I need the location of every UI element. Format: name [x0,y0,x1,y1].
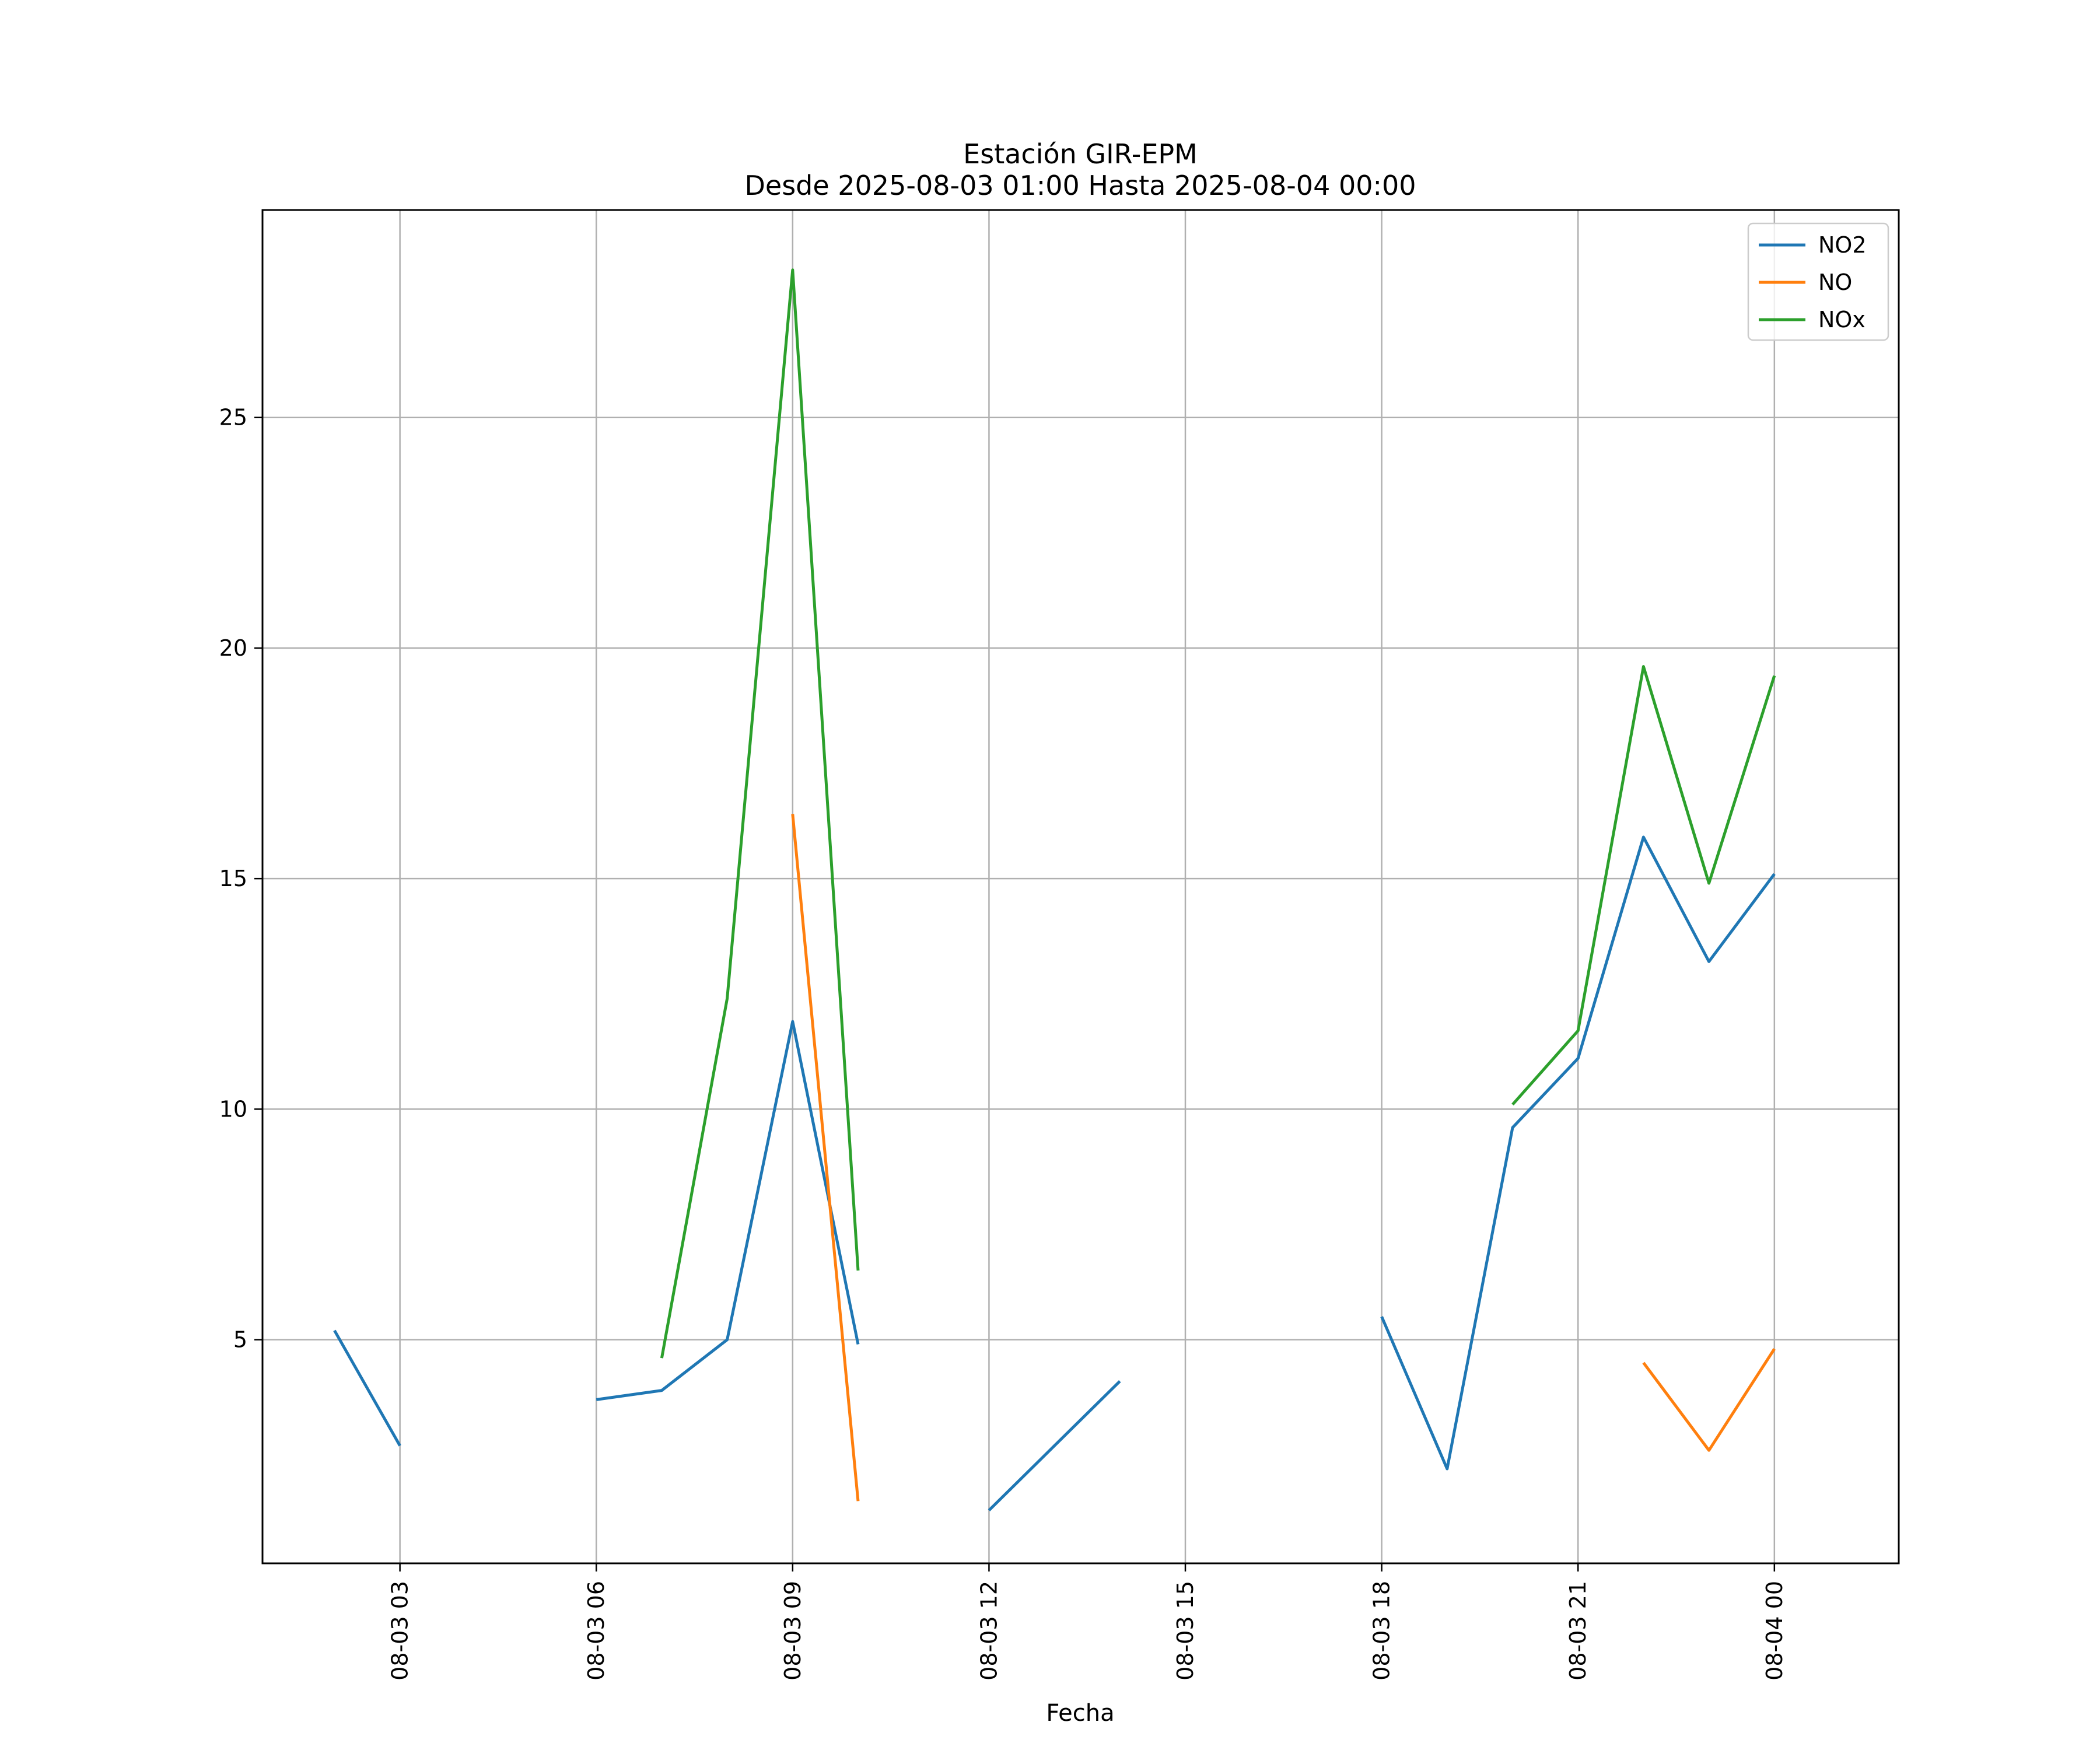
series-line-segment [1511,665,1776,1106]
series-lines [333,268,1776,1511]
series-nox [660,268,1776,1359]
y-tick-label: 25 [219,405,247,430]
x-tick-label: 08-03 06 [583,1581,609,1681]
chart-title: Estación GIR-EPM [963,138,1198,170]
x-tick-label: 08-03 12 [976,1581,1002,1681]
x-tick-label: 08-03 03 [387,1581,413,1681]
legend-box [1747,222,1889,341]
series-no [791,814,1776,1502]
y-tick-label: 10 [219,1096,247,1122]
series-line-segment [1642,1348,1776,1452]
x-tick-label: 08-04 00 [1762,1581,1787,1681]
series-line-segment [791,814,860,1502]
plot-frame [261,209,1900,1564]
grid [262,210,1899,1563]
legend-entry: NO [1818,270,1852,295]
y-tick-label: 20 [219,635,247,661]
series-no2 [333,835,1776,1511]
y-tick-label: 15 [219,866,247,891]
series-line-segment [660,268,860,1359]
y-tick-label: 5 [233,1327,247,1353]
legend-entry: NOx [1818,307,1866,332]
chart-subtitle: Desde 2025-08-03 01:00 Hasta 2025-08-04 … [744,170,1416,201]
series-line-segment [333,1329,401,1447]
x-tick-label: 08-03 18 [1369,1581,1395,1681]
axes: 08-03 03 08-03 06 08-03 09 08-03 12 08-03 15… [219,405,1787,1681]
legend: NO2 NO NOx [1747,222,1889,341]
series-line-segment [596,1020,860,1401]
x-axis-label: Fecha [1046,1700,1114,1727]
series-line-segment [1380,835,1776,1471]
legend-entry: NO2 [1818,232,1867,258]
x-tick-label: 08-03 15 [1172,1581,1198,1681]
series-line-segment [988,1380,1121,1511]
x-tick-label: 08-03 09 [780,1581,806,1681]
x-tick-label: 08-03 21 [1565,1581,1591,1681]
